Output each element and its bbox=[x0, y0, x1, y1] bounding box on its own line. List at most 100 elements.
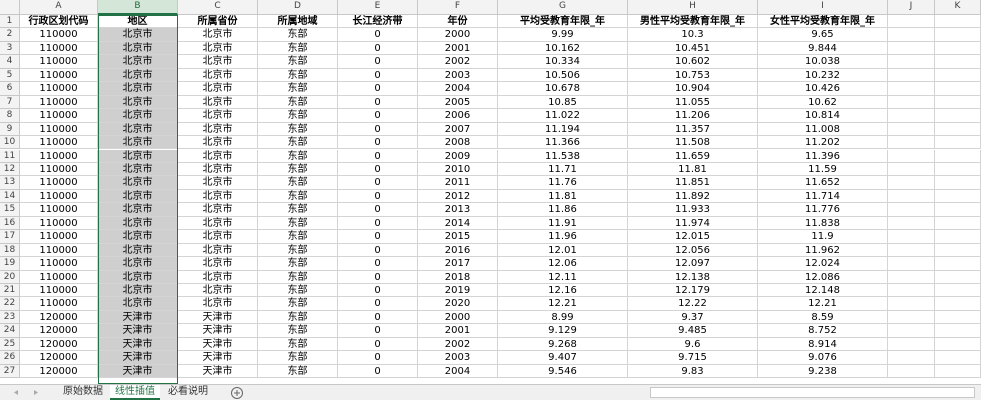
cell[interactable]: 11.59 bbox=[758, 162, 888, 177]
cell[interactable]: 12.179 bbox=[628, 284, 758, 298]
cell[interactable]: 北京市 bbox=[98, 136, 178, 150]
cell[interactable]: 8.99 bbox=[498, 310, 628, 325]
cell[interactable]: 9.268 bbox=[498, 337, 628, 352]
select-all-corner[interactable] bbox=[0, 0, 20, 15]
header-cell[interactable]: 男性平均受教育年限_年 bbox=[628, 15, 758, 29]
cell[interactable] bbox=[935, 41, 981, 56]
cell[interactable]: 0 bbox=[338, 243, 418, 258]
cell[interactable]: 10.451 bbox=[628, 41, 758, 56]
cell[interactable]: 东部 bbox=[258, 351, 338, 365]
cell[interactable] bbox=[935, 55, 981, 69]
cell[interactable]: 东部 bbox=[258, 55, 338, 69]
cell[interactable] bbox=[888, 364, 935, 379]
cell[interactable]: 天津市 bbox=[178, 351, 258, 365]
cell[interactable]: 2000 bbox=[418, 28, 498, 42]
cell[interactable] bbox=[888, 149, 935, 163]
cell[interactable]: 110000 bbox=[20, 230, 98, 244]
cell[interactable] bbox=[935, 284, 981, 298]
cell[interactable]: 东部 bbox=[258, 136, 338, 150]
cell[interactable]: 0 bbox=[338, 337, 418, 352]
cell[interactable]: 北京市 bbox=[98, 270, 178, 284]
cell[interactable] bbox=[935, 270, 981, 284]
cell[interactable]: 9.129 bbox=[498, 324, 628, 338]
cell[interactable] bbox=[888, 310, 935, 325]
cell[interactable]: 110000 bbox=[20, 82, 98, 96]
cell[interactable]: 8.914 bbox=[758, 337, 888, 352]
cell[interactable]: 东部 bbox=[258, 162, 338, 177]
cell[interactable]: 10.904 bbox=[628, 82, 758, 96]
cell[interactable]: 北京市 bbox=[98, 82, 178, 96]
cell[interactable]: 110000 bbox=[20, 122, 98, 137]
column-header[interactable]: K bbox=[935, 0, 981, 15]
cell[interactable] bbox=[888, 216, 935, 231]
cell[interactable]: 9.546 bbox=[498, 364, 628, 379]
cell[interactable]: 9.37 bbox=[628, 310, 758, 325]
cell[interactable]: 0 bbox=[338, 176, 418, 190]
cell[interactable]: 12.11 bbox=[498, 270, 628, 284]
cell[interactable]: 10.162 bbox=[498, 41, 628, 56]
cell[interactable]: 北京市 bbox=[98, 257, 178, 271]
cell[interactable]: 0 bbox=[338, 230, 418, 244]
row-header[interactable]: 25 bbox=[0, 337, 20, 352]
cell[interactable]: 11.851 bbox=[628, 176, 758, 190]
cell[interactable]: 北京市 bbox=[98, 68, 178, 83]
cell[interactable]: 0 bbox=[338, 68, 418, 83]
cell[interactable]: 0 bbox=[338, 122, 418, 137]
cell[interactable]: 2011 bbox=[418, 176, 498, 190]
cell[interactable] bbox=[888, 162, 935, 177]
cell[interactable]: 2005 bbox=[418, 95, 498, 110]
cell[interactable]: 东部 bbox=[258, 122, 338, 137]
cell[interactable]: 12.16 bbox=[498, 284, 628, 298]
cell[interactable]: 10.334 bbox=[498, 55, 628, 69]
row-header[interactable]: 27 bbox=[0, 364, 20, 379]
cell[interactable]: 2004 bbox=[418, 82, 498, 96]
cell[interactable]: 北京市 bbox=[98, 41, 178, 56]
cell[interactable]: 11.71 bbox=[498, 162, 628, 177]
cell[interactable]: 北京市 bbox=[98, 28, 178, 42]
cell[interactable]: 北京市 bbox=[178, 189, 258, 204]
cell[interactable]: 2001 bbox=[418, 324, 498, 338]
column-header[interactable]: B bbox=[98, 0, 178, 15]
cell[interactable]: 北京市 bbox=[98, 149, 178, 163]
cell[interactable]: 东部 bbox=[258, 324, 338, 338]
cell[interactable]: 2017 bbox=[418, 257, 498, 271]
cell[interactable]: 9.076 bbox=[758, 351, 888, 365]
cell[interactable]: 天津市 bbox=[98, 337, 178, 352]
cell[interactable] bbox=[888, 324, 935, 338]
cell[interactable] bbox=[888, 122, 935, 137]
cell[interactable]: 110000 bbox=[20, 136, 98, 150]
cell[interactable]: 9.238 bbox=[758, 364, 888, 379]
cell[interactable] bbox=[935, 122, 981, 137]
cell[interactable]: 110000 bbox=[20, 28, 98, 42]
cell[interactable]: 10.85 bbox=[498, 95, 628, 110]
cell[interactable]: 0 bbox=[338, 257, 418, 271]
header-cell[interactable]: 所属省份 bbox=[178, 15, 258, 29]
cell[interactable]: 东部 bbox=[258, 189, 338, 204]
cell[interactable]: 北京市 bbox=[98, 176, 178, 190]
cell[interactable]: 11.366 bbox=[498, 136, 628, 150]
cell[interactable]: 9.715 bbox=[628, 351, 758, 365]
cell[interactable]: 11.9 bbox=[758, 230, 888, 244]
row-header[interactable]: 19 bbox=[0, 257, 20, 271]
cell[interactable]: 10.506 bbox=[498, 68, 628, 83]
cell[interactable]: 天津市 bbox=[178, 364, 258, 379]
column-header[interactable]: E bbox=[338, 0, 418, 15]
cell[interactable]: 北京市 bbox=[98, 189, 178, 204]
cell[interactable]: 11.776 bbox=[758, 203, 888, 217]
cell[interactable]: 12.21 bbox=[758, 297, 888, 311]
cell[interactable]: 11.357 bbox=[628, 122, 758, 137]
row-header[interactable]: 23 bbox=[0, 310, 20, 325]
cell[interactable]: 10.3 bbox=[628, 28, 758, 42]
cell[interactable] bbox=[935, 310, 981, 325]
cell[interactable]: 9.844 bbox=[758, 41, 888, 56]
cell[interactable]: 2003 bbox=[418, 68, 498, 83]
cell[interactable]: 北京市 bbox=[178, 257, 258, 271]
cell[interactable]: 0 bbox=[338, 310, 418, 325]
cell[interactable]: 天津市 bbox=[98, 324, 178, 338]
cell[interactable]: 110000 bbox=[20, 176, 98, 190]
cell[interactable] bbox=[888, 136, 935, 150]
cell[interactable] bbox=[888, 28, 935, 42]
cell[interactable] bbox=[888, 257, 935, 271]
cell[interactable] bbox=[888, 270, 935, 284]
header-cell[interactable]: 平均受教育年限_年 bbox=[498, 15, 628, 29]
